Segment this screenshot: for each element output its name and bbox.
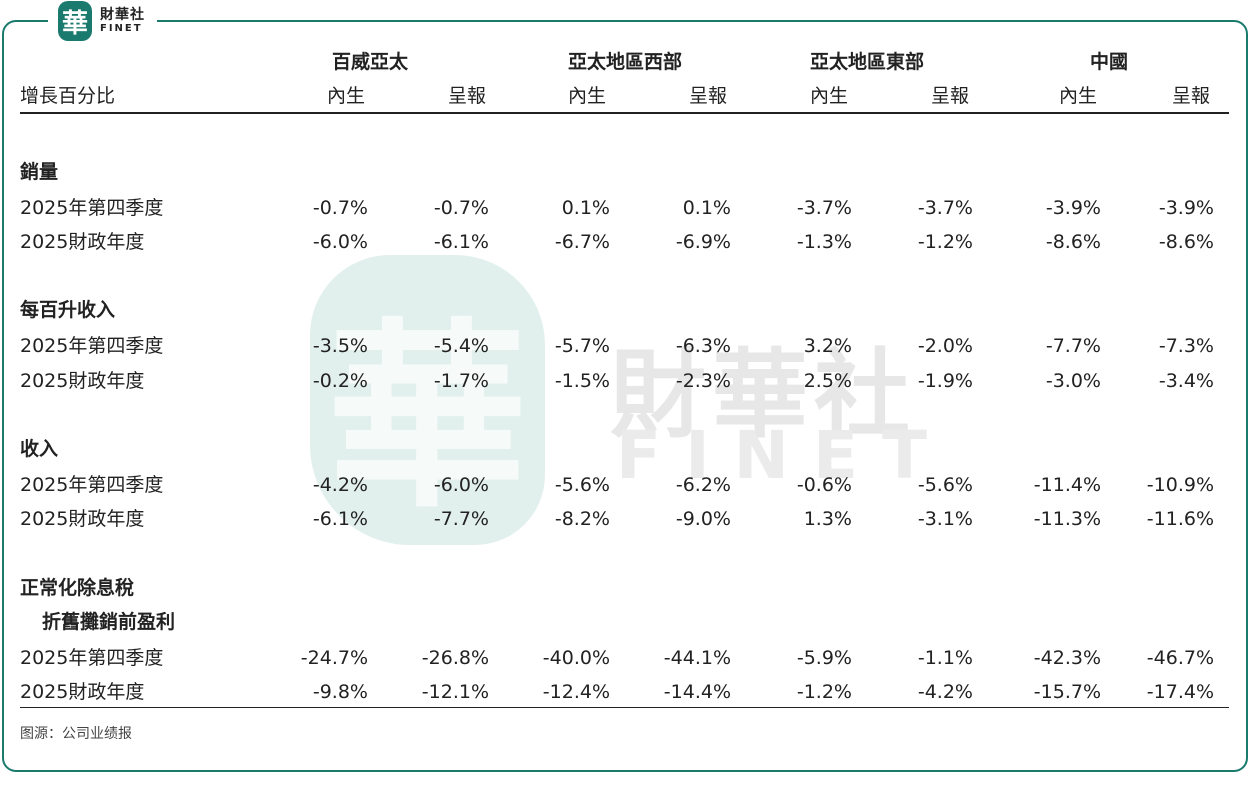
logo-en: FINET	[100, 23, 143, 34]
table-cell: -7.3%	[1158, 335, 1214, 357]
row-label: 2025財政年度	[20, 231, 145, 253]
table-cell: -17.4%	[1146, 681, 1214, 703]
region-header-budweiser-apac: 百威亞太	[331, 51, 408, 73]
logo-badge-icon: 華	[58, 1, 92, 41]
table-cell: -1.9%	[917, 370, 973, 392]
row-label: 2025年第四季度	[20, 474, 164, 496]
table-cell: -1.5%	[554, 370, 610, 392]
table-cell: -3.7%	[917, 197, 973, 219]
row-label: 2025財政年度	[20, 508, 145, 530]
section-title-ebitda: 正常化除息稅	[20, 577, 135, 599]
table-cell: -46.7%	[1146, 647, 1214, 669]
table-cell: -8.6%	[1045, 231, 1101, 253]
col-header-organic: 內生	[327, 85, 366, 107]
table-cell: -1.3%	[796, 231, 852, 253]
table-cell: -42.3%	[1033, 647, 1101, 669]
table-cell: -0.6%	[796, 474, 852, 496]
table-cell: -3.5%	[312, 335, 368, 357]
col-header-organic: 內生	[568, 85, 607, 107]
table-cell: -15.7%	[1033, 681, 1101, 703]
row-label-header: 增長百分比	[20, 85, 116, 107]
finet-logo: 華 財華社 FINET	[48, 0, 157, 42]
table-cell: -1.2%	[796, 681, 852, 703]
table-cell: -3.0%	[1045, 370, 1101, 392]
section-title-ebitda-line2: 折舊攤銷前盈利	[42, 611, 176, 633]
table-cell: -6.2%	[675, 474, 731, 496]
table-cell: -11.4%	[1033, 474, 1101, 496]
table-cell: -6.3%	[675, 335, 731, 357]
table-cell: -7.7%	[433, 508, 489, 530]
table-cell: -7.7%	[1045, 335, 1101, 357]
table-cell: -3.1%	[917, 508, 973, 530]
table-cell: -2.3%	[675, 370, 731, 392]
table-cell: -1.2%	[917, 231, 973, 253]
table-cell: -3.9%	[1158, 197, 1214, 219]
table-cell: -6.7%	[554, 231, 610, 253]
table-cell: -10.9%	[1146, 474, 1214, 496]
section-title-revenue: 收入	[20, 438, 59, 460]
table-cell: -0.7%	[433, 197, 489, 219]
table-cell: -12.1%	[421, 681, 489, 703]
row-label: 2025財政年度	[20, 370, 145, 392]
table-cell: 1.3%	[803, 508, 852, 530]
table-cell: -24.7%	[300, 647, 368, 669]
table-cell: -5.4%	[433, 335, 489, 357]
table-cell: -1.7%	[433, 370, 489, 392]
table-cell: 3.2%	[803, 335, 852, 357]
table-cell: -8.6%	[1158, 231, 1214, 253]
logo-cn: 財華社	[100, 7, 145, 23]
table-cell: -6.0%	[312, 231, 368, 253]
table-cell: -4.2%	[917, 681, 973, 703]
row-label: 2025年第四季度	[20, 197, 164, 219]
table-cell: -5.6%	[917, 474, 973, 496]
table-cell: -0.7%	[312, 197, 368, 219]
col-header-organic: 內生	[1059, 85, 1098, 107]
table-cell: -3.9%	[1045, 197, 1101, 219]
table-cell: -8.2%	[554, 508, 610, 530]
table-cell: -5.7%	[554, 335, 610, 357]
table-cell: -11.6%	[1146, 508, 1214, 530]
table-cell: -0.2%	[312, 370, 368, 392]
region-header-apac-east: 亞太地區東部	[809, 51, 924, 73]
header-rule	[20, 112, 1229, 114]
table-cell: 2.5%	[803, 370, 852, 392]
source-note: 图源：公司业绩报	[20, 726, 132, 742]
table-cell: -26.8%	[421, 647, 489, 669]
bottom-rule	[20, 707, 1229, 708]
table-cell: -6.9%	[675, 231, 731, 253]
col-header-organic: 內生	[810, 85, 849, 107]
region-header-apac-west: 亞太地區西部	[567, 51, 682, 73]
table-cell: -9.8%	[312, 681, 368, 703]
table-cell: -3.4%	[1158, 370, 1214, 392]
row-label: 2025財政年度	[20, 681, 145, 703]
table-cell: -9.0%	[675, 508, 731, 530]
table-cell: -44.1%	[663, 647, 731, 669]
col-header-reported: 呈報	[448, 85, 487, 107]
table-cell: -5.9%	[796, 647, 852, 669]
table-cell: -14.4%	[663, 681, 731, 703]
col-header-reported: 呈報	[1172, 85, 1211, 107]
col-header-reported: 呈報	[931, 85, 970, 107]
section-title-volume: 銷量	[20, 161, 59, 183]
table-cell: 0.1%	[682, 197, 731, 219]
table-cell: -6.1%	[433, 231, 489, 253]
table-cell: -40.0%	[542, 647, 610, 669]
row-label: 2025年第四季度	[20, 647, 164, 669]
region-header-china: 中國	[1089, 51, 1128, 73]
row-label: 2025年第四季度	[20, 335, 164, 357]
table-cell: -11.3%	[1033, 508, 1101, 530]
col-header-reported: 呈報	[689, 85, 728, 107]
table-cell: -2.0%	[917, 335, 973, 357]
logo-text: 財華社 FINET	[100, 8, 145, 34]
table-cell: -4.2%	[312, 474, 368, 496]
table-cell: 0.1%	[561, 197, 610, 219]
table-frame	[2, 20, 1248, 772]
table-cell: -6.1%	[312, 508, 368, 530]
table-cell: -5.6%	[554, 474, 610, 496]
section-title-revenue-per-hl: 每百升收入	[20, 299, 116, 321]
table-cell: -3.7%	[796, 197, 852, 219]
table-cell: -6.0%	[433, 474, 489, 496]
table-cell: -1.1%	[917, 647, 973, 669]
table-cell: -12.4%	[542, 681, 610, 703]
